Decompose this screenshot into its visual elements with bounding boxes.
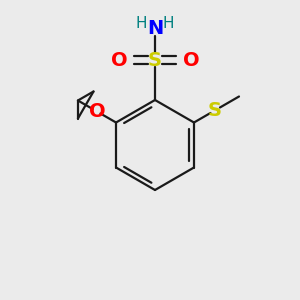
Text: O: O [183,50,199,70]
Text: O: O [89,102,105,121]
Text: H: H [162,16,174,31]
Text: H: H [135,16,147,31]
Text: S: S [208,101,222,120]
Text: S: S [148,50,162,70]
Text: O: O [111,50,127,70]
Text: N: N [147,19,163,38]
